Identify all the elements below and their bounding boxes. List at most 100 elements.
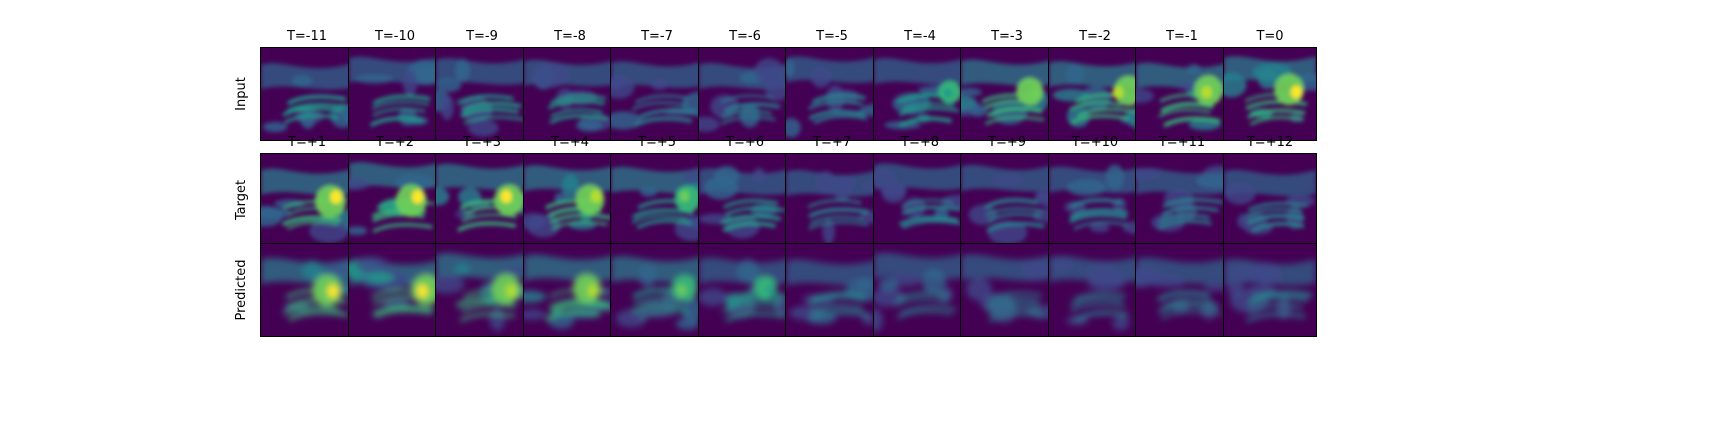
panel-title: T=-5 xyxy=(816,29,848,44)
row-label: Predicted xyxy=(234,259,249,321)
panel-title: T=+3 xyxy=(463,135,501,150)
heatmap-field xyxy=(961,48,1053,140)
heatmap-panel xyxy=(348,47,442,141)
heatmap-field xyxy=(261,48,353,140)
heatmap-field xyxy=(524,154,616,246)
heatmap-panel xyxy=(698,243,792,337)
heatmap-panel xyxy=(348,153,442,247)
heatmap-panel xyxy=(1135,47,1229,141)
panel-title: T=+11 xyxy=(1158,135,1206,150)
panel-title: T=+6 xyxy=(726,135,764,150)
heatmap-panel xyxy=(348,243,442,337)
panel-title: T=-8 xyxy=(554,29,586,44)
heatmap-field xyxy=(436,154,528,246)
heatmap-field xyxy=(786,244,878,336)
heatmap-panel xyxy=(785,243,879,337)
heatmap-field xyxy=(874,154,966,246)
heatmap-field xyxy=(699,48,791,140)
row-label: Input xyxy=(234,77,249,111)
heatmap-field xyxy=(349,154,441,246)
heatmap-field xyxy=(1136,244,1228,336)
heatmap-panel xyxy=(1048,153,1142,247)
heatmap-panel xyxy=(435,243,529,337)
heatmap-panel xyxy=(260,153,354,247)
heatmap-panel xyxy=(435,47,529,141)
heatmap-field xyxy=(1136,154,1228,246)
heatmap-field xyxy=(786,154,878,246)
panel-title: T=+12 xyxy=(1246,135,1294,150)
heatmap-field xyxy=(1049,154,1141,246)
heatmap-panel xyxy=(785,153,879,247)
heatmap-field xyxy=(611,48,703,140)
panel-title: T=-6 xyxy=(729,29,761,44)
heatmap-panel xyxy=(873,243,967,337)
heatmap-field xyxy=(261,244,353,336)
panel-title: T=+8 xyxy=(901,135,939,150)
heatmap-panel xyxy=(1048,243,1142,337)
heatmap-field xyxy=(1224,244,1316,336)
heatmap-field xyxy=(1136,48,1228,140)
heatmap-field xyxy=(611,244,703,336)
panel-title: T=-11 xyxy=(286,29,328,44)
heatmap-panel xyxy=(260,47,354,141)
heatmap-field xyxy=(436,48,528,140)
row-label: Target xyxy=(234,179,249,221)
heatmap-panel xyxy=(1223,47,1317,141)
panel-title: T=+7 xyxy=(813,135,851,150)
panel-title: T=+10 xyxy=(1071,135,1119,150)
heatmap-panel xyxy=(873,47,967,141)
heatmap-field xyxy=(786,48,878,140)
heatmap-field xyxy=(961,244,1053,336)
panel-title: T=-1 xyxy=(1166,29,1198,44)
heatmap-field xyxy=(349,244,441,336)
heatmap-panel xyxy=(1223,153,1317,247)
panel-title: T=+1 xyxy=(288,135,326,150)
heatmap-panel xyxy=(698,47,792,141)
heatmap-field xyxy=(1049,48,1141,140)
heatmap-field xyxy=(961,154,1053,246)
panel-title: T=+4 xyxy=(551,135,589,150)
heatmap-panel xyxy=(1135,243,1229,337)
heatmap-panel xyxy=(523,243,617,337)
heatmap-field xyxy=(1224,48,1316,140)
heatmap-field xyxy=(524,244,616,336)
panel-title: T=-10 xyxy=(374,29,416,44)
panel-title: T=0 xyxy=(1256,29,1284,44)
heatmap-field xyxy=(524,48,616,140)
heatmap-field xyxy=(1224,154,1316,246)
heatmap-field xyxy=(261,154,353,246)
heatmap-panel xyxy=(960,243,1054,337)
heatmap-field xyxy=(699,244,791,336)
panel-title: T=-2 xyxy=(1079,29,1111,44)
panel-title: T=+9 xyxy=(988,135,1026,150)
panel-title: T=-3 xyxy=(991,29,1023,44)
heatmap-panel xyxy=(698,153,792,247)
panel-title: T=-9 xyxy=(466,29,498,44)
heatmap-panel xyxy=(960,47,1054,141)
heatmap-panel xyxy=(523,47,617,141)
heatmap-field xyxy=(349,48,441,140)
heatmap-panel xyxy=(1223,243,1317,337)
heatmap-panel xyxy=(610,47,704,141)
panel-title: T=+5 xyxy=(638,135,676,150)
heatmap-panel xyxy=(1048,47,1142,141)
heatmap-panel xyxy=(960,153,1054,247)
heatmap-panel xyxy=(523,153,617,247)
heatmap-panel xyxy=(873,153,967,247)
heatmap-panel xyxy=(610,243,704,337)
panel-title: T=-4 xyxy=(904,29,936,44)
heatmap-field xyxy=(611,154,703,246)
panel-title: T=+2 xyxy=(376,135,414,150)
heatmap-field xyxy=(699,154,791,246)
panel-title: T=-7 xyxy=(641,29,673,44)
heatmap-field xyxy=(1049,244,1141,336)
heatmap-field xyxy=(436,244,528,336)
heatmap-panel xyxy=(260,243,354,337)
heatmap-field xyxy=(874,48,966,140)
heatmap-panel xyxy=(435,153,529,247)
heatmap-field xyxy=(874,244,966,336)
heatmap-panel xyxy=(1135,153,1229,247)
heatmap-panel xyxy=(785,47,879,141)
heatmap-panel xyxy=(610,153,704,247)
